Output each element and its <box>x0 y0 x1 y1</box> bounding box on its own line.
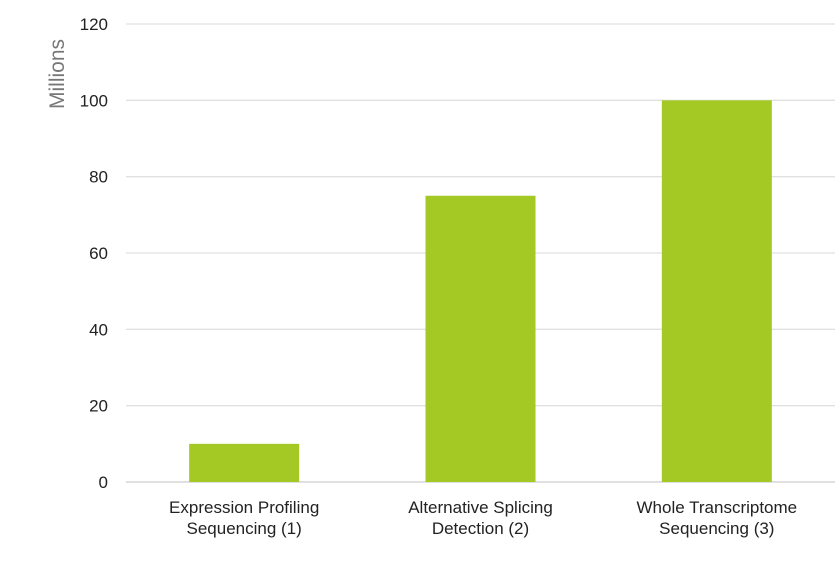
x-tick-label: Whole Transcriptome <box>637 498 798 517</box>
y-tick-labels: 0 20 40 60 80 100 120 <box>80 15 108 492</box>
bar <box>189 443 300 482</box>
y-tick-label: 120 <box>80 15 108 34</box>
category-labels: Expression Profiling Sequencing (1) Altern… <box>169 498 797 538</box>
y-tick-label: 80 <box>89 168 108 187</box>
y-axis-label: Millions <box>46 39 69 109</box>
y-tick-label: 20 <box>89 397 108 416</box>
x-tick-label: Alternative Splicing <box>408 498 553 517</box>
x-tick-label: Expression Profiling <box>169 498 319 517</box>
y-tick-label: 40 <box>89 320 108 339</box>
bar <box>425 195 536 482</box>
x-tick-label: Detection (2) <box>432 519 529 538</box>
x-tick-label: Sequencing (1) <box>187 519 302 538</box>
y-tick-label: 100 <box>80 91 108 110</box>
x-tick-label: Sequencing (3) <box>659 519 774 538</box>
y-tick-label: 0 <box>99 473 108 492</box>
bar <box>661 100 772 482</box>
y-tick-label: 60 <box>89 244 108 263</box>
bars <box>189 100 772 482</box>
